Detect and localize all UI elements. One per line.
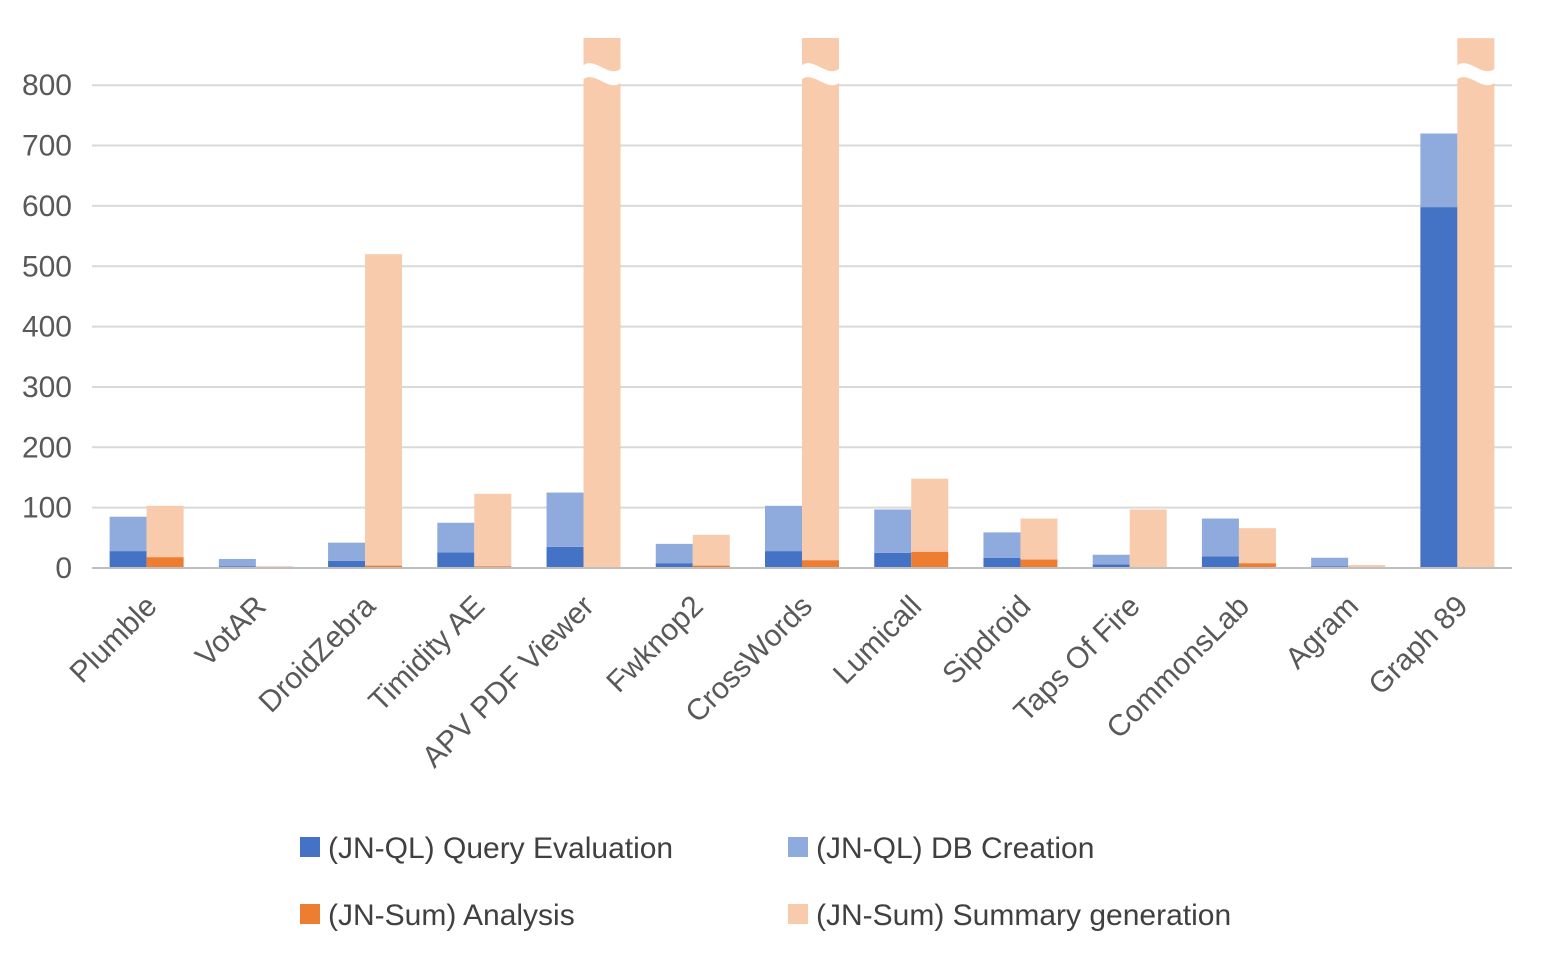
y-tick-label: 200 [22, 431, 72, 464]
legend-label: (JN-QL) DB Creation [816, 832, 1094, 865]
bar-segment [546, 492, 584, 547]
x-tick-label: VotAR [189, 590, 272, 673]
legend-item: (JN-QL) DB Creation [788, 832, 1094, 865]
axis-break-mark [800, 63, 841, 86]
x-tick-label: Graph 89 [1363, 590, 1475, 702]
bar-segment [109, 516, 147, 552]
axis-break-mark [1455, 63, 1497, 86]
bar-segment [1457, 38, 1495, 567]
legend-swatch [300, 837, 320, 857]
y-tick-label: 300 [22, 371, 72, 404]
bar-segment [1129, 509, 1167, 567]
legend-swatch [300, 904, 320, 924]
bar-segment [802, 560, 839, 568]
bar-segment [146, 557, 184, 568]
legend-item: (JN-Sum) Summary generation [788, 899, 1231, 932]
bar-segment [109, 551, 147, 568]
bar-segment [546, 546, 584, 568]
bar-segment [365, 565, 403, 568]
bar-segment [874, 509, 912, 553]
bar-segment [1420, 207, 1458, 568]
legend-swatch [788, 837, 808, 857]
x-tick-label: Fwknop2 [600, 590, 709, 699]
legend-swatch [788, 904, 808, 924]
bar-segment [1311, 557, 1349, 567]
bar-segment [437, 552, 475, 568]
y-tick-label: 400 [22, 311, 72, 344]
bar-segment [983, 532, 1021, 558]
bar-segment [328, 560, 366, 568]
legend-label: (JN-Sum) Analysis [328, 899, 575, 932]
bar-segment [218, 558, 256, 567]
x-tick-label: DroidZebra [253, 589, 383, 719]
bar-segment [765, 551, 802, 568]
legend: (JN-QL) Query Evaluation (JN-QL) DB Creat… [300, 832, 1231, 932]
bar-segment [365, 254, 403, 566]
bar-segment [911, 551, 949, 568]
bar-segment [146, 505, 184, 558]
bar-segment [874, 552, 912, 568]
bar-segment [1020, 559, 1058, 568]
bar-segment [1238, 528, 1276, 564]
y-tick-label: 800 [22, 69, 72, 102]
bar-segment [983, 557, 1021, 568]
y-tick-label: 0 [55, 552, 72, 585]
legend-label: (JN-Sum) Summary generation [816, 899, 1231, 932]
bar-segment [1420, 133, 1458, 208]
bar-segment [765, 505, 802, 552]
axis-break-mark [581, 63, 623, 86]
y-tick-label: 600 [22, 190, 72, 223]
y-tick-label: 500 [22, 250, 72, 283]
bar-segment [328, 542, 366, 561]
bar-segment [911, 478, 949, 552]
bar-segment [1092, 564, 1130, 568]
x-tick-label: Plumble [64, 590, 164, 690]
bar-segment [1201, 556, 1239, 568]
bar-segment [692, 534, 730, 566]
bar-segment [1238, 563, 1276, 568]
bar-segment [437, 522, 475, 553]
bar-segment [255, 566, 293, 568]
y-tick-label: 700 [22, 130, 72, 163]
legend-label: (JN-QL) Query Evaluation [328, 832, 673, 865]
bar-segment [474, 493, 512, 567]
bar-segment [1201, 518, 1239, 557]
x-tick-label: Agram [1279, 590, 1365, 676]
bar-segment [1092, 554, 1130, 565]
bar-segment [583, 38, 621, 568]
bar-segment [1348, 564, 1386, 568]
bar-segment [692, 565, 730, 568]
legend-item: (JN-Sum) Analysis [300, 899, 575, 932]
bar-segment [802, 38, 839, 561]
bar-segment [655, 543, 693, 564]
bar-segment [1020, 518, 1058, 560]
x-tick-label: Sipdroid [936, 590, 1037, 691]
x-tick-label: Lumicall [827, 590, 928, 691]
y-tick-label: 100 [22, 492, 72, 525]
bars [109, 38, 1497, 568]
legend-item: (JN-QL) Query Evaluation [300, 832, 673, 865]
bar-segment [655, 563, 693, 568]
